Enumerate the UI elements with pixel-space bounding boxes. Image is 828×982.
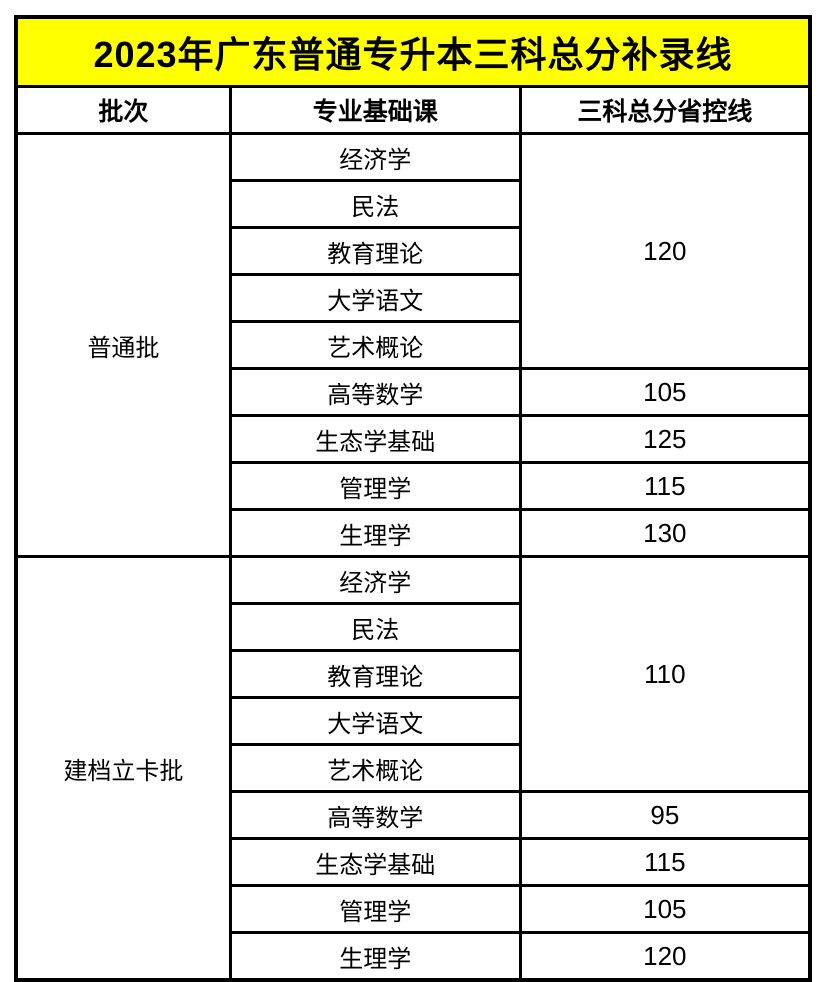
course-cell: 生理学 [228,508,522,558]
table-row: 管理学 105 [16,884,812,934]
table-row: 生态学基础 125 [16,414,812,464]
score-cell: 120 [518,931,812,982]
batch-name-cell: 建档立卡批 [14,555,232,982]
course-cell: 高等数学 [228,367,522,417]
batch-name-cell: 普通批 [14,132,232,558]
score-cell: 120 [518,132,812,370]
course-cell: 教育理论 [228,649,522,699]
table-body: 普通批 经济学 120 民法 教育理论 大学语文 艺术概论 高等数学 105 生态学基础 125 管理… [14,132,812,982]
column-header-course: 专业基础课 [228,85,522,135]
course-cell: 经济学 [228,555,522,605]
page: 2023年广东普通专升本三科总分补录线 批次 专业基础课 三科总分省控线 普通批… [14,15,812,982]
score-cell: 105 [518,367,812,417]
course-cell: 生理学 [228,931,522,982]
table-row: 大学语文 [16,696,810,746]
page-title: 2023年广东普通专升本三科总分补录线 [14,15,812,88]
column-header-batch: 批次 [14,85,232,135]
score-cell: 125 [518,414,812,464]
score-cell: 110 [518,555,812,793]
table-row: 大学语文 [16,273,810,323]
course-cell: 大学语文 [228,696,522,746]
score-cell: 130 [518,508,812,558]
course-cell: 管理学 [228,884,522,934]
course-cell: 高等数学 [228,790,522,840]
score-cell: 115 [518,837,812,887]
course-cell: 民法 [228,602,522,652]
table-row: 普通批 经济学 120 [14,132,812,558]
score-cell: 95 [518,790,812,840]
course-cell: 生态学基础 [228,837,522,887]
table-row: 民法 [16,179,810,229]
course-cell: 大学语文 [228,273,522,323]
table-row: 管理学 115 [16,461,812,511]
table-row: 教育理论 [16,226,810,276]
column-header-score: 三科总分省控线 [518,85,812,135]
course-cell: 教育理论 [228,226,522,276]
table-row: 生态学基础 115 [16,837,812,887]
course-cell: 民法 [228,179,522,229]
course-cell: 艺术概论 [228,743,522,793]
score-table: 2023年广东普通专升本三科总分补录线 批次 专业基础课 三科总分省控线 普通批… [14,15,812,982]
course-cell: 艺术概论 [228,320,522,370]
header-row: 批次 专业基础课 三科总分省控线 [14,85,812,135]
table-row: 教育理论 [16,649,810,699]
table-row: 艺术概论 [16,743,810,793]
table-row: 高等数学 105 [16,367,812,417]
table-row: 建档立卡批 经济学 110 [14,555,812,982]
table-row: 生理学 130 [16,508,812,558]
course-cell: 经济学 [228,132,522,182]
course-cell: 管理学 [228,461,522,511]
title-row: 2023年广东普通专升本三科总分补录线 [14,15,812,88]
table-row: 高等数学 95 [16,790,812,840]
course-cell: 生态学基础 [228,414,522,464]
table-row: 艺术概论 [16,320,810,370]
table-row: 民法 [16,602,810,652]
score-cell: 115 [518,461,812,511]
score-cell: 105 [518,884,812,934]
